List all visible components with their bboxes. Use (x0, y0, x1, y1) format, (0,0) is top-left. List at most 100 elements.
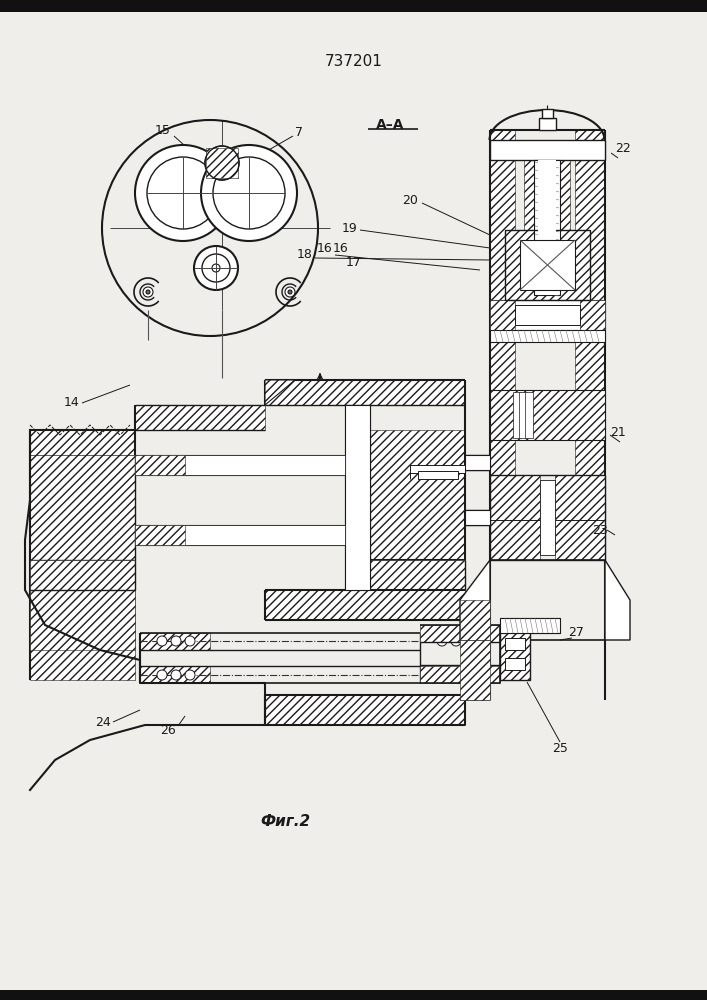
Circle shape (147, 157, 219, 229)
Text: 15: 15 (155, 124, 171, 137)
Circle shape (212, 264, 220, 272)
Text: 17: 17 (346, 255, 362, 268)
Bar (505, 230, 590, 300)
Bar (420, 666, 500, 683)
Bar (490, 390, 605, 440)
Circle shape (288, 290, 292, 294)
Bar (490, 475, 540, 560)
Text: 20: 20 (402, 194, 418, 207)
Circle shape (465, 636, 475, 646)
Bar (135, 525, 345, 545)
Bar (505, 638, 525, 650)
Bar (505, 230, 590, 300)
Text: 14: 14 (64, 396, 80, 410)
Polygon shape (605, 560, 630, 640)
Circle shape (171, 670, 181, 680)
Bar (520, 240, 575, 290)
Bar (460, 640, 490, 700)
Bar (538, 160, 556, 295)
Bar (575, 130, 605, 300)
Bar (135, 405, 265, 430)
Bar (490, 330, 515, 410)
Circle shape (185, 636, 195, 646)
Bar (555, 475, 605, 560)
Bar (410, 465, 465, 473)
Text: 16: 16 (317, 241, 333, 254)
Bar (490, 475, 605, 560)
Circle shape (465, 670, 475, 680)
Bar (140, 633, 210, 650)
Text: 24: 24 (95, 716, 111, 728)
Bar (135, 525, 185, 545)
Text: 19: 19 (342, 222, 358, 234)
Bar (519, 392, 527, 438)
Circle shape (437, 636, 447, 646)
Text: Фиг.2: Фиг.2 (260, 814, 310, 830)
Bar (540, 480, 555, 555)
Bar (490, 440, 515, 540)
Bar (505, 658, 525, 670)
Text: 23: 23 (592, 524, 608, 536)
Circle shape (285, 287, 295, 297)
Bar (135, 455, 345, 475)
Bar (30, 430, 135, 680)
Bar (465, 510, 490, 525)
Circle shape (157, 636, 167, 646)
Circle shape (205, 146, 239, 180)
Bar (490, 300, 605, 330)
Bar (370, 430, 465, 560)
Text: 18: 18 (297, 248, 313, 261)
Circle shape (185, 670, 195, 680)
Text: 21: 21 (610, 426, 626, 438)
Bar (135, 455, 185, 475)
Circle shape (201, 145, 297, 241)
Bar (575, 440, 605, 540)
Bar (500, 630, 530, 680)
Circle shape (171, 636, 181, 646)
Bar (265, 590, 465, 620)
Bar (140, 666, 210, 683)
Bar (513, 392, 521, 438)
Bar (206, 148, 238, 178)
Circle shape (194, 246, 238, 290)
Polygon shape (265, 380, 295, 405)
Text: 7: 7 (295, 126, 303, 139)
Bar (500, 618, 560, 633)
Bar (490, 330, 605, 342)
Bar (539, 118, 556, 130)
Bar (515, 305, 580, 325)
Bar (420, 625, 500, 642)
Circle shape (451, 636, 461, 646)
Bar (460, 600, 490, 640)
Circle shape (213, 157, 285, 229)
Bar (490, 390, 605, 440)
Bar (370, 560, 465, 590)
Bar (490, 300, 515, 330)
Bar (0, 0, 707, 12)
Bar (542, 109, 553, 118)
Bar (580, 300, 605, 330)
Bar (265, 695, 465, 725)
Circle shape (451, 670, 461, 680)
Text: 25: 25 (552, 742, 568, 754)
Bar (524, 160, 570, 295)
Text: 16: 16 (333, 241, 349, 254)
Bar (534, 160, 560, 295)
Circle shape (146, 290, 150, 294)
Circle shape (437, 670, 447, 680)
Bar (490, 130, 515, 300)
Circle shape (135, 145, 231, 241)
Bar (465, 455, 490, 470)
Bar (30, 560, 135, 650)
Text: 27: 27 (568, 626, 584, 640)
Bar (500, 630, 530, 680)
Text: 737201: 737201 (325, 54, 383, 70)
Bar (265, 380, 465, 405)
Bar (575, 330, 605, 410)
Circle shape (157, 670, 167, 680)
Bar (418, 471, 458, 479)
Bar (490, 140, 605, 160)
Polygon shape (460, 560, 490, 640)
Circle shape (143, 287, 153, 297)
Bar (0, 990, 707, 1000)
